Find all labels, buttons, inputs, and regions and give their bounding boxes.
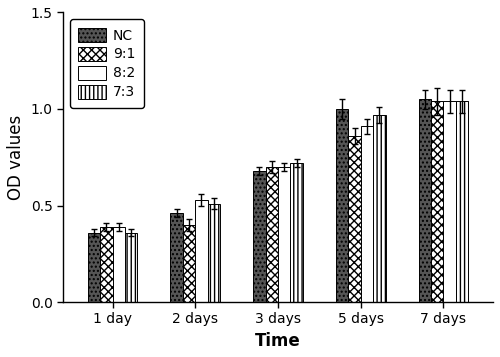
Bar bbox=[290, 163, 303, 302]
Bar bbox=[336, 109, 348, 302]
Bar bbox=[253, 171, 266, 302]
Legend: NC, 9:1, 8:2, 7:3: NC, 9:1, 8:2, 7:3 bbox=[70, 19, 144, 108]
Bar bbox=[125, 232, 138, 302]
Bar bbox=[418, 99, 431, 302]
Bar bbox=[431, 101, 444, 302]
Bar bbox=[278, 167, 290, 302]
Bar bbox=[456, 101, 468, 302]
Bar bbox=[88, 232, 100, 302]
Bar bbox=[170, 213, 183, 302]
Bar bbox=[360, 126, 373, 302]
Bar bbox=[444, 101, 456, 302]
Bar bbox=[196, 200, 207, 302]
Y-axis label: OD values: OD values bbox=[7, 115, 25, 200]
Bar bbox=[266, 167, 278, 302]
Bar bbox=[373, 115, 386, 302]
Bar bbox=[112, 227, 125, 302]
Bar bbox=[208, 203, 220, 302]
Bar bbox=[348, 136, 360, 302]
X-axis label: Time: Time bbox=[255, 332, 301, 350]
Bar bbox=[100, 227, 112, 302]
Bar bbox=[183, 225, 196, 302]
